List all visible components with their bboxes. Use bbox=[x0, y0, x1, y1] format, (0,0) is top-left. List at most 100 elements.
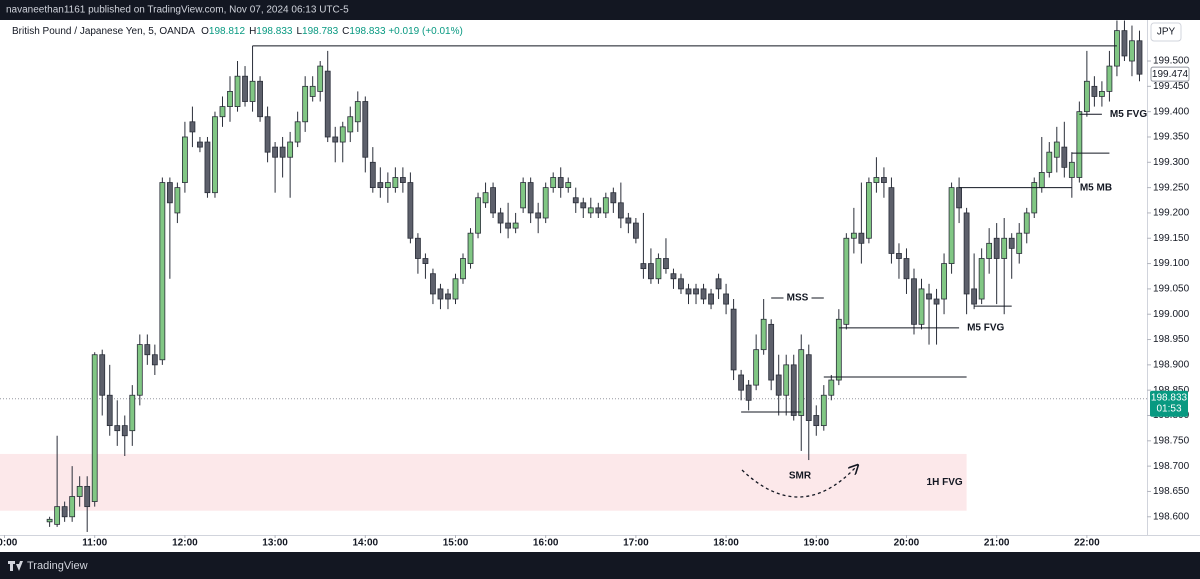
candle-body bbox=[362, 101, 369, 158]
publisher: navaneethan1161 published on TradingView… bbox=[6, 5, 349, 16]
legend-value: 198.783 bbox=[302, 26, 339, 37]
bottom-bar bbox=[0, 552, 1200, 579]
candle-body bbox=[129, 394, 136, 432]
candle-body bbox=[437, 288, 444, 300]
candle-body bbox=[632, 222, 639, 239]
candle-body bbox=[805, 354, 812, 421]
candle-body bbox=[535, 212, 542, 219]
candle-body bbox=[114, 425, 121, 432]
y-tick-label: 198.750 bbox=[1153, 435, 1190, 446]
candle-body bbox=[189, 121, 196, 133]
x-tick-label: 10:00 bbox=[0, 538, 18, 549]
candle-body bbox=[332, 136, 339, 143]
candle-body bbox=[159, 182, 166, 361]
price-label-box bbox=[1150, 66, 1190, 82]
y-tick-label: 198.700 bbox=[1153, 461, 1190, 472]
candle-body bbox=[1046, 151, 1053, 173]
candle-body bbox=[182, 136, 188, 183]
y-tick-label: 198.650 bbox=[1153, 486, 1190, 497]
level-label: M5 MB bbox=[1080, 182, 1112, 193]
candle-body bbox=[1136, 40, 1143, 75]
y-tick-label: 199.450 bbox=[1153, 81, 1190, 92]
candle-body bbox=[933, 298, 940, 305]
candle-body bbox=[873, 177, 880, 183]
candle-body bbox=[460, 258, 466, 280]
candle-body bbox=[663, 258, 669, 270]
candle-body bbox=[242, 75, 248, 102]
x-tick-label: 16:00 bbox=[533, 538, 559, 549]
x-tick-label: 11:00 bbox=[82, 538, 107, 549]
candle-body bbox=[1099, 91, 1105, 97]
candle-body bbox=[798, 349, 805, 416]
y-tick-label: 199.100 bbox=[1153, 258, 1190, 269]
candle-body bbox=[1031, 182, 1038, 214]
level-label: M5 FVG bbox=[967, 323, 1004, 334]
candle-body bbox=[1001, 237, 1008, 259]
candle-body bbox=[610, 192, 617, 204]
candle-body bbox=[565, 182, 572, 189]
candle-body bbox=[753, 349, 760, 386]
candle-body bbox=[264, 116, 271, 153]
candle-body bbox=[407, 182, 414, 239]
candle-body bbox=[369, 161, 376, 189]
y-tick-label: 199.050 bbox=[1153, 284, 1190, 295]
candle-body bbox=[835, 318, 842, 381]
countdown: 01:53 bbox=[1156, 403, 1181, 414]
level-label: M5 FVG bbox=[1110, 109, 1147, 120]
candle-body bbox=[61, 506, 68, 518]
legend-value: 198.833 bbox=[349, 26, 386, 37]
candle-body bbox=[843, 237, 850, 325]
candle-body bbox=[84, 485, 91, 508]
candle-body bbox=[174, 187, 181, 214]
candle-body bbox=[730, 308, 737, 371]
candle-body bbox=[287, 141, 294, 158]
candle-body bbox=[249, 80, 256, 102]
candle-body bbox=[941, 263, 947, 300]
candle-body bbox=[918, 288, 925, 325]
candle-body bbox=[527, 182, 534, 214]
candle-body bbox=[858, 232, 865, 244]
y-tick-label: 199.000 bbox=[1153, 309, 1190, 320]
price-label: 199.474 bbox=[1152, 69, 1189, 80]
candle-body bbox=[505, 222, 512, 229]
candle-body bbox=[279, 146, 286, 158]
candle-body bbox=[482, 192, 489, 204]
candle-body bbox=[723, 293, 729, 305]
candle-body bbox=[587, 207, 594, 214]
symbol: British Pound / Japanese Yen, 5, OANDA bbox=[12, 26, 195, 37]
candle-body bbox=[550, 177, 557, 189]
level-label: MSS bbox=[787, 293, 809, 304]
candle-body bbox=[670, 273, 677, 280]
candle-body bbox=[715, 278, 722, 290]
x-tick-label: 12:00 bbox=[172, 538, 198, 549]
candle-body bbox=[738, 374, 745, 391]
candle-body bbox=[1016, 232, 1023, 254]
candle-body bbox=[595, 207, 602, 214]
candle-body bbox=[294, 121, 301, 143]
candle-body bbox=[46, 518, 53, 523]
candle-body bbox=[617, 202, 624, 219]
last-price: 198.833 bbox=[1151, 392, 1188, 403]
candle-body bbox=[813, 415, 820, 427]
candle-body bbox=[99, 354, 106, 396]
legend-key: O bbox=[201, 26, 209, 37]
y-tick-label: 198.600 bbox=[1153, 511, 1190, 522]
legend-value: 198.812 bbox=[209, 26, 246, 37]
candle-body bbox=[512, 222, 519, 229]
smr-label: SMR bbox=[789, 471, 812, 482]
candle-body bbox=[971, 288, 978, 305]
candle-body bbox=[1106, 65, 1113, 92]
candle-body bbox=[302, 85, 309, 123]
x-tick-label: 22:00 bbox=[1074, 538, 1100, 549]
candle-body bbox=[881, 177, 887, 183]
candle-body bbox=[693, 288, 699, 295]
currency: JPY bbox=[1157, 27, 1176, 38]
y-tick-label: 199.300 bbox=[1153, 157, 1190, 168]
x-tick-label: 15:00 bbox=[443, 538, 469, 549]
candle-body bbox=[828, 379, 835, 396]
candle-body bbox=[1008, 237, 1015, 249]
x-tick-label: 17:00 bbox=[623, 538, 649, 549]
top-bar bbox=[0, 0, 1200, 20]
